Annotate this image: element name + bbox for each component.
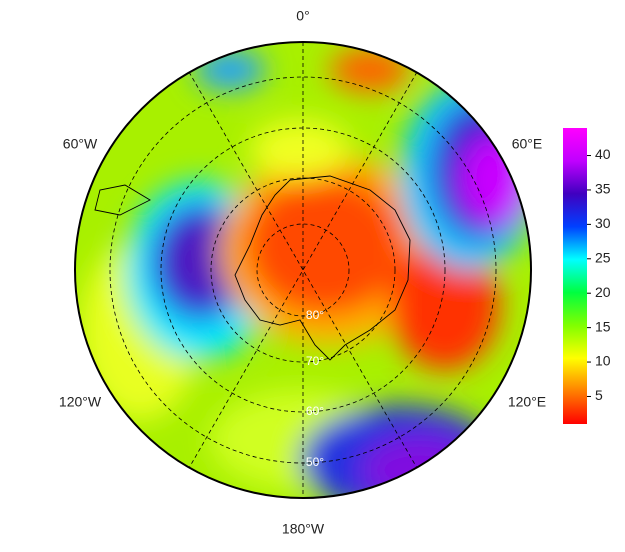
colorbar-tick-label: 20: [595, 284, 611, 300]
lat-label: 70°: [306, 354, 324, 368]
colorbar-tick-label: 35: [595, 181, 611, 197]
map-border: [74, 41, 532, 499]
colorbar-tick-label: 30: [595, 215, 611, 231]
lat-label: 50°: [306, 455, 324, 469]
lon-label: 0°: [296, 8, 309, 24]
lat-label: 60°: [306, 404, 324, 418]
lon-label: 180°W: [282, 521, 325, 537]
colorbar-tick-label: 5: [595, 387, 603, 403]
coastline: [234, 175, 411, 361]
colorbar: [563, 128, 587, 424]
lon-label: 60°E: [512, 136, 543, 152]
colorbar-tick-label: 10: [595, 353, 611, 369]
colorbar-tick-label: 15: [595, 318, 611, 334]
lon-label: 120°W: [59, 394, 102, 410]
lon-label: 120°E: [508, 394, 546, 410]
colorbar-tick-label: 25: [595, 249, 611, 265]
coastline: [94, 184, 151, 216]
graticule: [109, 42, 497, 498]
lon-label: 60°W: [63, 136, 98, 152]
colorbar-tick-label: 40: [595, 146, 611, 162]
lat-label: 80°: [306, 308, 324, 322]
